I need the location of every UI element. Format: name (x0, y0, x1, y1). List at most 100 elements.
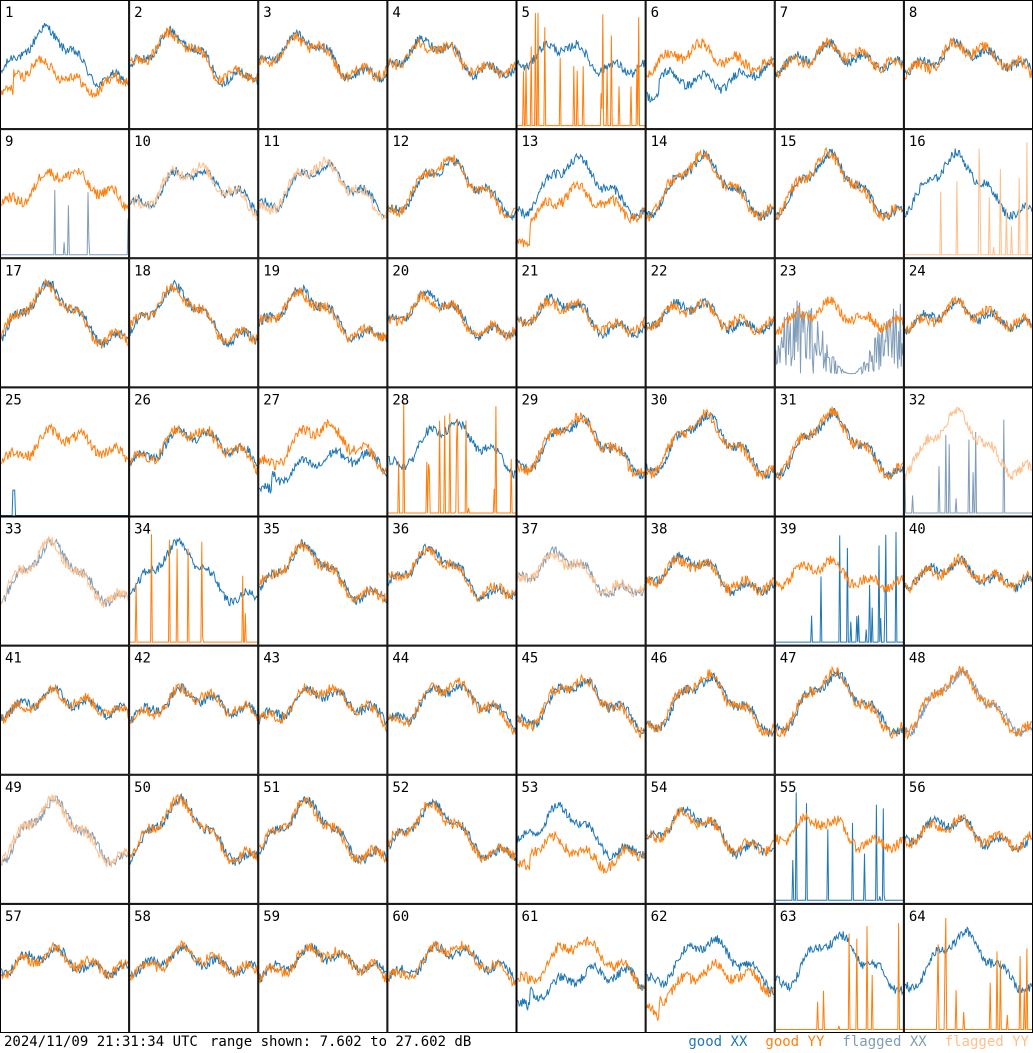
series-yy-line (517, 551, 646, 598)
panel-9: 9 (0, 129, 130, 259)
series-xx-line (129, 25, 258, 88)
series-yy-line (387, 290, 516, 342)
series-yy-line (258, 31, 387, 82)
series-yy-line (388, 940, 516, 987)
panel-8: 8 (903, 0, 1033, 130)
panel-border (0, 129, 130, 259)
series-xx-line (517, 414, 645, 480)
panel-border (387, 0, 517, 130)
series-yy-line (646, 958, 775, 1021)
series-yy-line (258, 418, 387, 475)
panel-label: 28 (392, 392, 409, 408)
panel-label: 59 (263, 909, 280, 925)
panel-63: 63 (774, 903, 904, 1033)
panel-border (0, 645, 130, 775)
panel-48: 48 (903, 645, 1033, 775)
panel-label: 3 (263, 5, 271, 21)
series-yy-line (387, 677, 516, 735)
panel-border (258, 516, 388, 646)
series-xx-line (258, 447, 387, 494)
series-yy-line (646, 149, 775, 222)
panel-label: 8 (909, 5, 917, 21)
footer: 2024/11/09 21:31:34 UTC range shown: 7.6… (0, 1033, 1033, 1053)
panel-border (774, 129, 904, 259)
panel-border (387, 516, 517, 646)
panel-label: 29 (522, 392, 539, 408)
panel-label: 27 (263, 392, 280, 408)
panel-label: 60 (392, 909, 409, 925)
series-yy-line (259, 540, 387, 604)
legend-good-yy: good YY (765, 1034, 825, 1050)
series-xx-line (1, 189, 129, 256)
panel-border (129, 0, 259, 130)
panel-3: 3 (258, 0, 388, 130)
panel-label: 40 (909, 522, 926, 538)
panel-label: 51 (263, 780, 280, 796)
series-xx-line (904, 37, 1033, 76)
panel-border (774, 903, 904, 1033)
series-yy-line (646, 38, 775, 79)
panel-20: 20 (387, 258, 517, 388)
panel-61: 61 (516, 903, 646, 1033)
series-yy-line (775, 555, 904, 593)
panel-border (129, 129, 259, 259)
panel-47: 47 (774, 645, 904, 775)
series-xx-line (387, 798, 516, 862)
panel-border (387, 129, 517, 259)
panel-label: 37 (522, 522, 539, 538)
series-xx-line (775, 531, 903, 643)
series-yy-line (646, 554, 775, 597)
series-yy-line (517, 297, 645, 337)
panel-label: 48 (909, 651, 926, 667)
panel-label: 64 (909, 909, 926, 925)
panel-label: 18 (134, 263, 151, 279)
series-yy-line (0, 167, 129, 211)
series-yy-line (646, 669, 775, 737)
panel-border (516, 258, 646, 388)
panel-label: 21 (522, 263, 539, 279)
series-yy-line (130, 534, 258, 643)
series-xx-line (775, 300, 904, 375)
panel-border (387, 258, 517, 388)
panel-border (645, 258, 775, 388)
panel-43: 43 (258, 645, 388, 775)
panel-32: 32 (903, 387, 1033, 517)
panel-label: 38 (651, 522, 668, 538)
series-yy-line (775, 812, 903, 854)
series-yy-line (775, 665, 904, 739)
panel-label: 12 (392, 134, 409, 150)
panel-border (516, 0, 646, 130)
series-xx-line (517, 40, 646, 78)
panel-10: 10 (129, 129, 259, 259)
panel-label: 4 (392, 5, 400, 21)
series-yy-line (387, 800, 516, 864)
legend-flagged-yy: flagged YY (944, 1034, 1029, 1050)
series-yy-line (904, 553, 1033, 595)
series-yy-line (775, 146, 904, 222)
panel-label: 19 (263, 263, 280, 279)
series-yy-line (646, 409, 775, 480)
series-xx-line (904, 419, 1032, 514)
series-yy-line (775, 296, 904, 336)
series-yy-line (775, 923, 903, 1030)
series-yy-line (258, 683, 387, 732)
series-yy-line (517, 411, 646, 477)
panel-45: 45 (516, 645, 646, 775)
panel-border (0, 387, 130, 517)
panel-15: 15 (774, 129, 904, 259)
panel-border (774, 516, 904, 646)
panel-border (129, 774, 259, 904)
series-yy-line (258, 795, 387, 866)
panel-label: 10 (134, 134, 151, 150)
series-yy-line (388, 401, 516, 514)
series-xx-line (646, 297, 775, 335)
panel-30: 30 (645, 387, 775, 517)
panel-border (258, 258, 388, 388)
series-xx-line (904, 667, 1033, 738)
series-yy-line (904, 917, 1032, 1030)
panel-border (258, 645, 388, 775)
panel-border (516, 516, 646, 646)
panel-label: 45 (522, 651, 539, 667)
series-yy-line (387, 37, 516, 79)
